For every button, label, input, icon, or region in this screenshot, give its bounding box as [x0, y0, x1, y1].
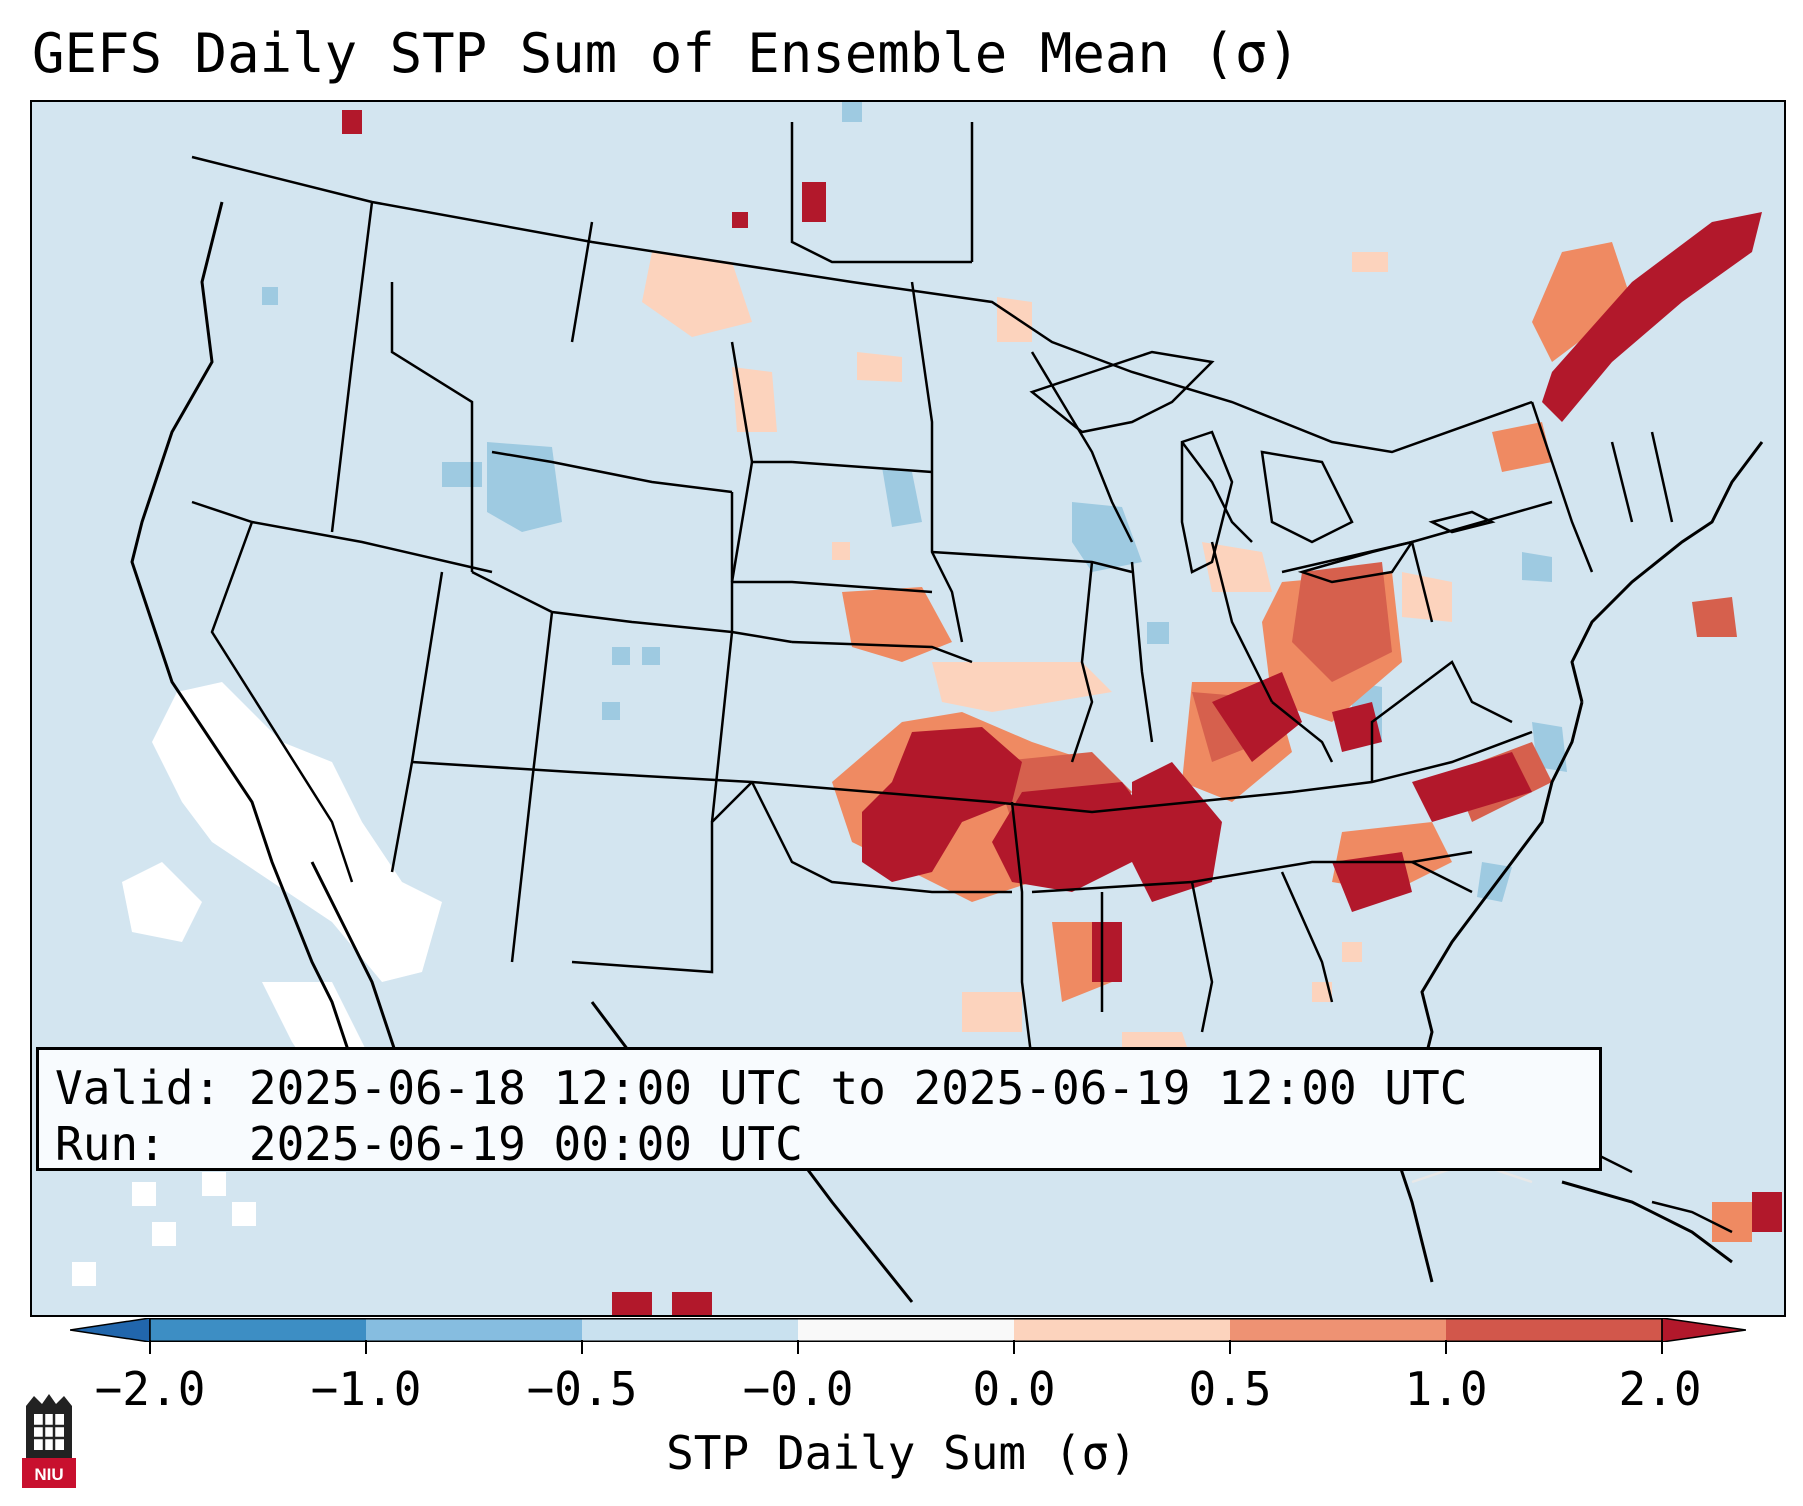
valid-time-range: 2025-06-18 12:00 UTC to 2025-06-19 12:00…: [248, 1061, 1468, 1115]
map-title: GEFS Daily STP Sum of Ensemble Mean (σ): [32, 22, 1300, 85]
colorbar-tick: [797, 1340, 799, 1354]
colorbar-segment: [1446, 1318, 1662, 1342]
colorbar-segment: [366, 1318, 582, 1342]
colorbar-tick: [1661, 1340, 1663, 1354]
colorbar-tick: [365, 1340, 367, 1354]
colorbar-segment: [798, 1318, 1014, 1342]
niu-logo: NIU: [22, 1394, 76, 1488]
colorbar: [70, 1318, 1746, 1342]
colorbar-segment: [150, 1318, 366, 1342]
colorbar-tick: [581, 1340, 583, 1354]
colorbar-tick-label: 1.0: [1404, 1362, 1488, 1416]
colorbar-label: STP Daily Sum (σ): [666, 1426, 1137, 1480]
colorbar-tick-label: −0.5: [526, 1362, 638, 1416]
colorbar-tick-label: −2.0: [94, 1362, 206, 1416]
colorbar-tick: [1229, 1340, 1231, 1354]
colorbar-extend-high: [1661, 1318, 1746, 1342]
colorbar-segment: [1014, 1318, 1230, 1342]
valid-label: Valid:: [55, 1061, 222, 1115]
low-positive-shading: [642, 252, 1452, 1062]
run-time: 2025-06-19 00:00 UTC: [248, 1117, 803, 1171]
colorbar-tick: [149, 1340, 151, 1354]
colorbar-tick-label: 2.0: [1618, 1362, 1702, 1416]
colorbar-extend-low: [70, 1318, 151, 1342]
colorbar-outline: [149, 1318, 1663, 1342]
state-borders: [191, 122, 1674, 1063]
near-zero-shading: [72, 682, 442, 1286]
colorbar-segment: [1230, 1318, 1446, 1342]
colorbar-tick: [1445, 1340, 1447, 1354]
great-lakes: [1029, 350, 1496, 584]
colorbar-tick-label: 0.5: [1188, 1362, 1272, 1416]
colorbar-tick: [1013, 1340, 1015, 1354]
colorbar-tick-label: 0.0: [972, 1362, 1056, 1416]
extreme-positive-shading: [342, 110, 1782, 1315]
run-label: Run:: [55, 1117, 166, 1171]
valid-run-info-box: Valid: 2025-06-18 12:00 UTC to 2025-06-1…: [36, 1047, 1602, 1171]
colorbar-tick-label: −1.0: [310, 1362, 422, 1416]
logo-text: NIU: [34, 1465, 63, 1484]
colorbar-tick-label: −0.0: [742, 1362, 854, 1416]
colorbar-segment: [582, 1318, 798, 1342]
